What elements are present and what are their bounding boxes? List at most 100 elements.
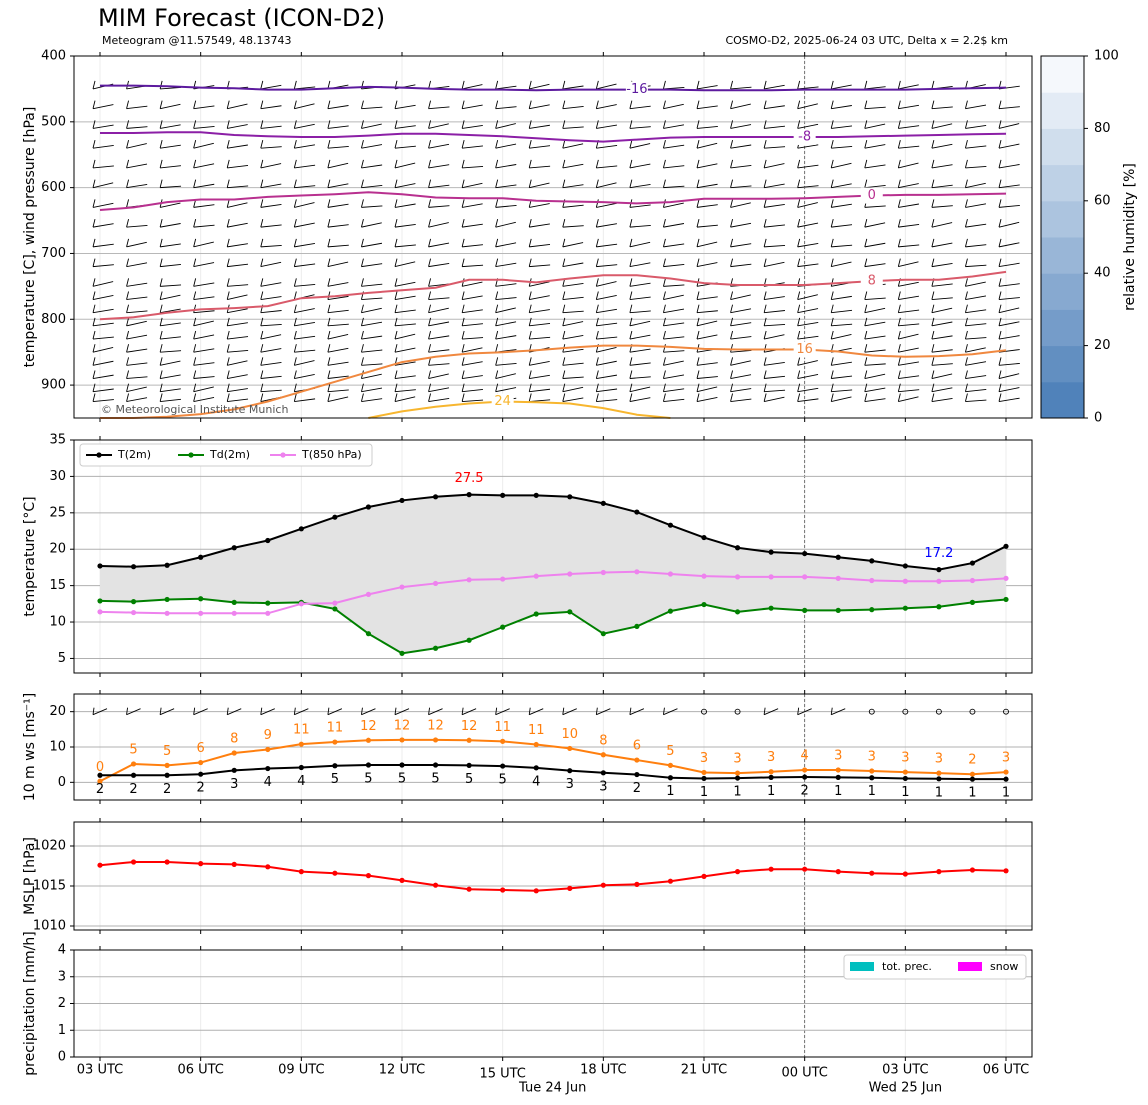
value-label: 5 xyxy=(163,744,171,759)
wind-barb-flag xyxy=(965,100,968,109)
wind-barb-flag xyxy=(663,344,666,353)
wind-barb xyxy=(126,296,148,300)
wind-barb xyxy=(864,205,886,208)
wind-barb-flag xyxy=(830,179,834,188)
value-label: 6 xyxy=(197,741,205,756)
wind-barb-flag xyxy=(696,179,700,188)
wind-barb xyxy=(797,243,819,248)
wind-barb-flag xyxy=(864,291,868,300)
wind-barb xyxy=(898,389,920,393)
wind-barb-flag xyxy=(394,330,398,340)
wind-barb xyxy=(327,162,349,169)
wind-barb xyxy=(495,242,517,248)
wind-barb xyxy=(92,346,114,353)
wind-barb xyxy=(92,374,114,379)
colorbar-tick-label: 100 xyxy=(1094,49,1119,64)
wind-barb xyxy=(361,184,383,189)
wind-barb xyxy=(831,334,852,340)
wind-barb-flag xyxy=(696,304,700,313)
wind-barb xyxy=(831,389,853,393)
wind-ytick-label: 0 xyxy=(58,775,66,790)
wind-barb xyxy=(462,165,484,169)
wind-barb xyxy=(898,203,919,208)
wind-barb xyxy=(663,124,685,129)
data-point xyxy=(265,600,271,606)
wind-barb-flag xyxy=(998,179,1002,188)
legend-marker xyxy=(188,452,194,458)
wind-barb-flag xyxy=(629,317,633,326)
wind-barb xyxy=(361,123,382,129)
data-point xyxy=(332,870,338,876)
data-point xyxy=(667,571,674,577)
wind-barb xyxy=(361,164,383,169)
wind-barb-flag xyxy=(495,238,499,247)
value-label: 11 xyxy=(327,721,344,736)
wind-barb xyxy=(696,142,718,149)
wind-barb-flag xyxy=(361,159,364,169)
wind-barb xyxy=(965,337,987,340)
wind-barb xyxy=(562,386,584,393)
wind-barb xyxy=(931,164,953,169)
wind-barb xyxy=(931,387,953,393)
wind-barb xyxy=(126,184,148,189)
wind-barb-flag xyxy=(428,317,431,326)
wind-barb xyxy=(193,224,215,228)
wind-barb-flag xyxy=(897,159,901,169)
wind-barb xyxy=(898,347,919,353)
data-point xyxy=(600,882,606,888)
wind-barb-flag xyxy=(260,357,264,366)
value-label: 3 xyxy=(868,750,876,765)
wind-barb xyxy=(797,360,818,366)
wind-barb-flag xyxy=(293,159,297,169)
wind-barb-flag xyxy=(730,330,733,340)
wind-barb xyxy=(394,295,416,300)
wind-barb-flag xyxy=(428,393,431,402)
wind-barb xyxy=(931,297,953,300)
wind-barb-flag xyxy=(92,357,96,366)
wind-barb xyxy=(495,143,517,149)
wind-barb xyxy=(462,264,484,268)
precipitation-ytick-label: 0 xyxy=(58,1050,66,1065)
colorbar-band xyxy=(1041,56,1084,93)
data-point xyxy=(97,778,103,784)
wind-barb-flag xyxy=(193,393,197,402)
wind-barb xyxy=(965,104,987,110)
wind-barb-flag xyxy=(864,357,868,366)
extreme-annotation: 27.5 xyxy=(455,471,484,486)
data-point xyxy=(130,609,137,616)
wind-barb xyxy=(394,183,416,189)
data-point xyxy=(802,607,808,613)
wind-barb-flag xyxy=(226,357,230,366)
data-point xyxy=(500,887,506,893)
wind-barb-flag xyxy=(92,707,95,715)
wind-barb-flag xyxy=(528,80,532,90)
wind-barb-flag xyxy=(394,317,398,326)
wind-barb-flag xyxy=(763,238,767,247)
wind-barb-flag xyxy=(730,383,733,392)
wind-barb xyxy=(260,375,282,379)
wind-barb xyxy=(126,105,148,110)
data-point xyxy=(936,770,942,776)
wind-barb-flag xyxy=(897,120,901,129)
data-point xyxy=(936,604,942,610)
wind-barb-flag xyxy=(361,344,364,353)
wind-barb xyxy=(529,104,550,110)
wind-barb-flag xyxy=(965,199,968,208)
value-label: 9 xyxy=(264,728,272,743)
wind-barb-flag xyxy=(428,80,431,90)
wind-barb xyxy=(663,165,685,169)
wind-barb-flag xyxy=(696,330,700,340)
wind-barb-flag xyxy=(629,291,633,300)
wind-barb-flag xyxy=(394,199,398,208)
wind-barb xyxy=(562,126,584,129)
wind-barb xyxy=(730,222,752,228)
wind-barb xyxy=(898,281,919,287)
wind-barb-flag xyxy=(830,291,834,300)
wind-barb-flag xyxy=(797,100,801,109)
wind-barb xyxy=(629,334,651,340)
wind-barb xyxy=(965,182,986,189)
value-label: 0 xyxy=(96,760,104,775)
wind-barb xyxy=(831,375,853,379)
wind-barb-flag xyxy=(897,100,901,109)
value-label: 12 xyxy=(394,718,411,733)
